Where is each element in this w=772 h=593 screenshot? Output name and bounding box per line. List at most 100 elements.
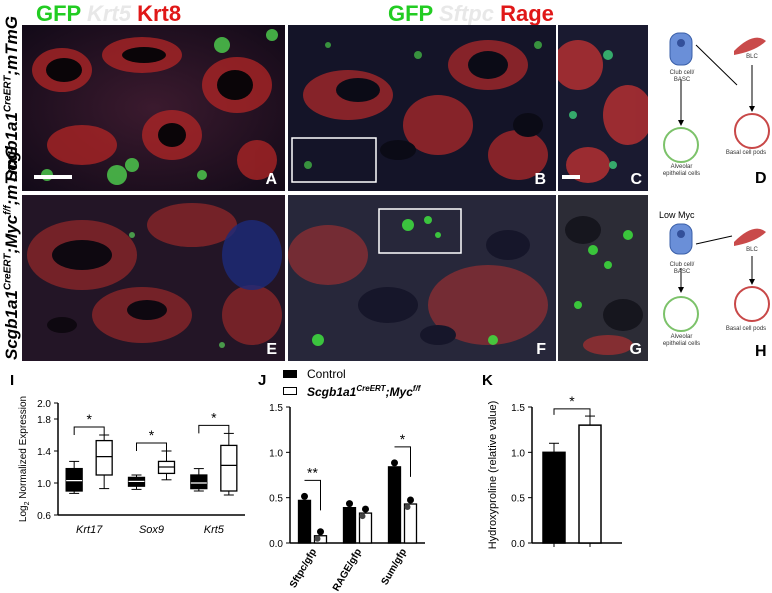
sig-mark: *	[149, 427, 155, 443]
bar	[358, 512, 373, 544]
panel-label-e: E	[266, 341, 277, 358]
h-title: Low Myc	[659, 210, 695, 220]
legend-control-swatch	[283, 370, 297, 378]
micrograph-b	[288, 25, 556, 191]
diagram-h	[663, 223, 770, 332]
d-club-label: Club cell/ BASC	[669, 70, 695, 83]
panel-label-b: B	[534, 171, 546, 188]
sig-bracket	[198, 424, 230, 434]
x-tick-label: Sftpc/gfp	[288, 547, 319, 590]
panel-label-k: K	[482, 372, 493, 389]
data-point	[359, 513, 366, 520]
data-point	[317, 528, 324, 536]
d-basal-label: Basal cell pods	[725, 150, 767, 156]
panel-a: A	[22, 25, 285, 191]
micrograph-f	[288, 195, 556, 361]
micrograph-c	[558, 25, 648, 191]
x-tick-label: Krt17	[76, 524, 103, 536]
bar	[342, 506, 357, 544]
bar	[313, 535, 328, 544]
diagram-d	[663, 32, 770, 163]
y-tick-label: 1.0	[37, 479, 51, 490]
micrograph-a	[22, 25, 285, 191]
header-krt5: Krt5	[86, 1, 131, 26]
legend-control: Control	[283, 366, 420, 382]
chart-j: 0.0 0.5 1.0 1.5 ** Sftpc/gfp RAGE/gfp * Sum/gfp	[269, 403, 425, 593]
box	[190, 474, 208, 490]
d-alveolar-label: Alveolar epithelial cells	[662, 164, 701, 177]
panel-label-f: F	[536, 341, 546, 358]
legend-control-label: Control	[307, 367, 346, 381]
data-point	[362, 505, 369, 513]
legend: Control Scgb1a1CreERT;Mycf/f	[283, 366, 420, 400]
y-tick-label: 1.4	[37, 447, 51, 458]
y-axis-label: Log2 Normalized Expression	[18, 396, 31, 522]
y-tick-label: 1.5	[511, 403, 525, 414]
y-tick-label: 1.0	[511, 448, 525, 459]
header-sftpc: Sftpc	[438, 1, 494, 26]
d-blc-label: BLC	[746, 54, 758, 60]
panel-c: C	[558, 25, 648, 191]
sig-mark: *	[400, 431, 406, 447]
sig-bracket	[553, 408, 591, 419]
panel-b: B	[288, 25, 556, 191]
data-point	[314, 535, 321, 542]
sig-mark: *	[211, 409, 217, 425]
chart-i: 0.6 1.0 1.4 1.8 2.0 Log2 Normalized Expressio…	[18, 396, 245, 536]
y-tick-label: 0.5	[269, 494, 283, 505]
h-basal-label: Basal cell pods	[725, 326, 767, 332]
panel-f: F	[288, 195, 556, 361]
header-gfp-2: GFP	[388, 1, 433, 26]
h-club-label: Club cell/ BASC	[669, 262, 695, 275]
y-tick-label: 0.0	[269, 539, 283, 550]
panel-label-h: H	[755, 343, 767, 360]
data-point	[407, 496, 414, 504]
y-tick-label: 2.0	[37, 399, 51, 410]
panel-label-i: I	[10, 372, 15, 389]
zoom-box-b	[291, 137, 377, 183]
y-tick-label: 1.0	[269, 448, 283, 459]
zoom-box-f	[378, 208, 462, 254]
bar	[403, 503, 418, 544]
h-alveolar-label: Alveolar epithelial cells	[662, 334, 701, 347]
header-gfp: GFP	[36, 1, 81, 26]
sig-mark: *	[86, 411, 92, 427]
data-point	[391, 459, 398, 467]
y-tick-label: 0.6	[37, 511, 51, 522]
y-tick-label: 0.0	[511, 539, 525, 550]
data-point	[301, 492, 308, 500]
sig-bracket	[304, 479, 321, 511]
panel-label-g: G	[629, 341, 642, 358]
sig-bracket	[73, 426, 105, 435]
header-left: GFP Krt5 Krt8	[36, 1, 181, 27]
data-point	[404, 504, 411, 511]
data-point	[298, 500, 305, 507]
x-tick-label: Sox9	[139, 524, 164, 536]
chart-k: 0.0 0.5 1.0 1.5 Hydroxyproline (relative val…	[487, 393, 622, 550]
legend-mutant-label: Scgb1a1CreERT;Mycf/f	[307, 383, 421, 399]
bar	[387, 466, 402, 544]
x-tick-label: RAGE/gfp	[331, 547, 364, 593]
bar	[297, 499, 312, 544]
header-krt8: Krt8	[137, 1, 182, 26]
header-right: GFP Sftpc Rage	[388, 1, 554, 27]
h-blc-label: BLC	[746, 247, 758, 253]
box	[95, 439, 113, 476]
data-point	[343, 507, 350, 514]
panel-e: E	[22, 195, 285, 361]
legend-mutant: Scgb1a1CreERT;Mycf/f	[283, 382, 420, 400]
panel-label-j: J	[258, 372, 267, 389]
bar	[542, 451, 566, 544]
y-tick-label: 1.5	[269, 403, 283, 414]
row-label-bottom: Scgb1a1CreERT;Mycf/f;mTmG	[2, 145, 21, 360]
data-point	[388, 466, 395, 473]
x-tick-label: Krt5	[204, 524, 225, 536]
data-point	[346, 500, 353, 508]
sig-bracket	[394, 446, 411, 477]
y-tick-label: 1.8	[37, 415, 51, 426]
box	[220, 444, 238, 492]
sig-bracket	[136, 442, 167, 451]
header-rage: Rage	[500, 1, 554, 26]
legend-mutant-swatch	[283, 387, 297, 395]
y-axis-label: Hydroxyproline (relative value)	[487, 401, 499, 550]
